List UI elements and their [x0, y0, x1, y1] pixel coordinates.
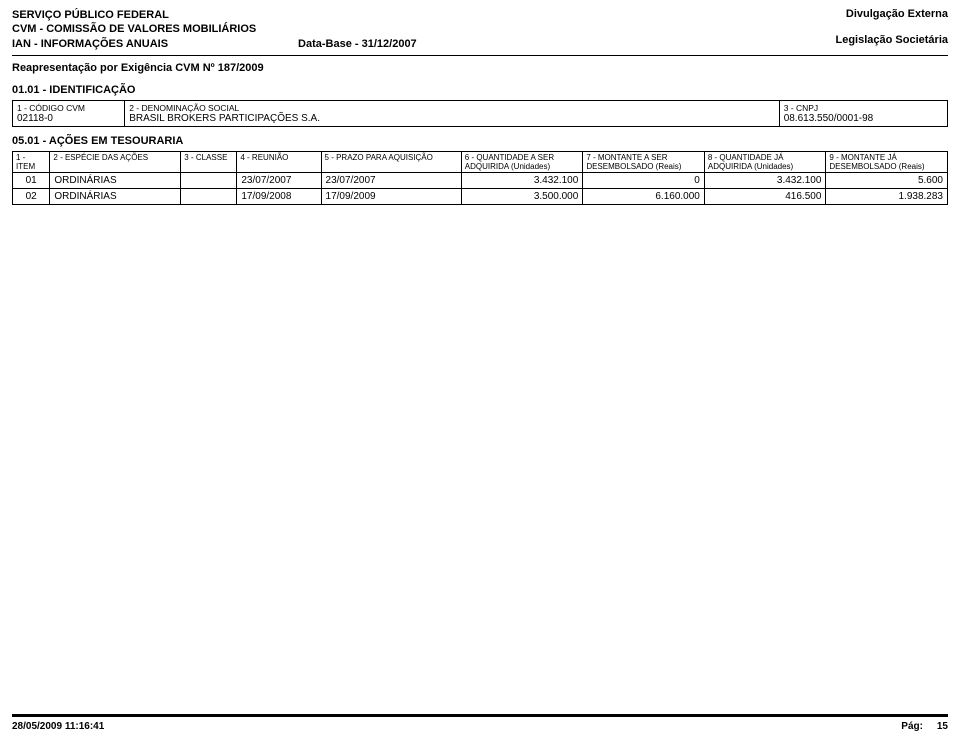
- hdr-right-2: Legislação Societária: [836, 34, 949, 46]
- col-prazo: 5 - PRAZO PARA AQUISIÇÃO: [321, 151, 461, 172]
- ident-cnpj-val: 08.613.550/0001-98: [784, 113, 943, 124]
- divider: [12, 55, 948, 56]
- col-qser: 6 - QUANTIDADE A SER ADQUIRIDA (Unidades…: [461, 151, 583, 172]
- cell: 23/07/2007: [321, 173, 461, 189]
- col-reuniao: 4 - REUNIÃO: [237, 151, 321, 172]
- ident-cnpj-lbl: 3 - CNPJ: [784, 103, 943, 113]
- ident-codigo-val: 02118-0: [17, 113, 120, 124]
- table-row: 01ORDINÁRIAS23/07/200723/07/20073.432.10…: [13, 173, 948, 189]
- cell: 3.432.100: [704, 173, 826, 189]
- cell: 02: [13, 189, 50, 205]
- cell: 6.160.000: [583, 189, 705, 205]
- hdr-left-3b: Data-Base - 31/12/2007: [298, 37, 417, 51]
- section-tesouraria: 05.01 - AÇÕES EM TESOURARIA: [12, 135, 948, 147]
- ident-table: 1 - CÓDIGO CVM 02118-0 2 - DENOMINAÇÃO S…: [12, 100, 948, 127]
- footer: 28/05/2009 11:16:41 Pág: 15: [12, 714, 948, 732]
- footer-page-label: Pág:: [901, 721, 923, 732]
- footer-timestamp: 28/05/2009 11:16:41: [12, 721, 104, 732]
- cell: 23/07/2007: [237, 173, 321, 189]
- ident-codigo-lbl: 1 - CÓDIGO CVM: [17, 103, 120, 113]
- col-item: 1 - ITEM: [13, 151, 50, 172]
- cell: 5.600: [826, 173, 948, 189]
- cell: ORDINÁRIAS: [50, 189, 181, 205]
- cell: ORDINÁRIAS: [50, 173, 181, 189]
- col-qja: 8 - QUANTIDADE JÁ ADQUIRIDA (Unidades): [704, 151, 826, 172]
- col-mser: 7 - MONTANTE A SER DESEMBOLSADO (Reais): [583, 151, 705, 172]
- tesouraria-table: 1 - ITEM 2 - ESPÉCIE DAS AÇÕES 3 - CLASS…: [12, 151, 948, 205]
- cell: [181, 173, 237, 189]
- cell: 3.500.000: [461, 189, 583, 205]
- cell: 0: [583, 173, 705, 189]
- hdr-right-1: Divulgação Externa: [836, 8, 949, 20]
- hdr-left-1: SERVIÇO PÚBLICO FEDERAL: [12, 8, 417, 22]
- section-identificacao: 01.01 - IDENTIFICAÇÃO: [12, 84, 948, 96]
- cell: 416.500: [704, 189, 826, 205]
- col-especie: 2 - ESPÉCIE DAS AÇÕES: [50, 151, 181, 172]
- cell: 1.938.283: [826, 189, 948, 205]
- ident-denom-val: BRASIL BROKERS PARTICIPAÇÕES S.A.: [129, 113, 775, 124]
- subheading-reapresentacao: Reapresentação por Exigência CVM Nº 187/…: [12, 62, 948, 74]
- hdr-left-2: CVM - COMISSÃO DE VALORES MOBILIÁRIOS: [12, 22, 417, 36]
- hdr-left-3a: IAN - INFORMAÇÕES ANUAIS: [12, 37, 168, 51]
- footer-page-number: 15: [937, 721, 948, 732]
- cell: [181, 189, 237, 205]
- table-row: 02ORDINÁRIAS 17/09/200817/09/20093.500.00…: [13, 189, 948, 205]
- cell: 3.432.100: [461, 173, 583, 189]
- cell: 17/09/2008: [237, 189, 321, 205]
- col-mja: 9 - MONTANTE JÁ DESEMBOLSADO (Reais): [826, 151, 948, 172]
- footer-bar: [12, 714, 948, 717]
- cell: 17/09/2009: [321, 189, 461, 205]
- cell: 01: [13, 173, 50, 189]
- col-classe: 3 - CLASSE: [181, 151, 237, 172]
- ident-denom-lbl: 2 - DENOMINAÇÃO SOCIAL: [129, 103, 775, 113]
